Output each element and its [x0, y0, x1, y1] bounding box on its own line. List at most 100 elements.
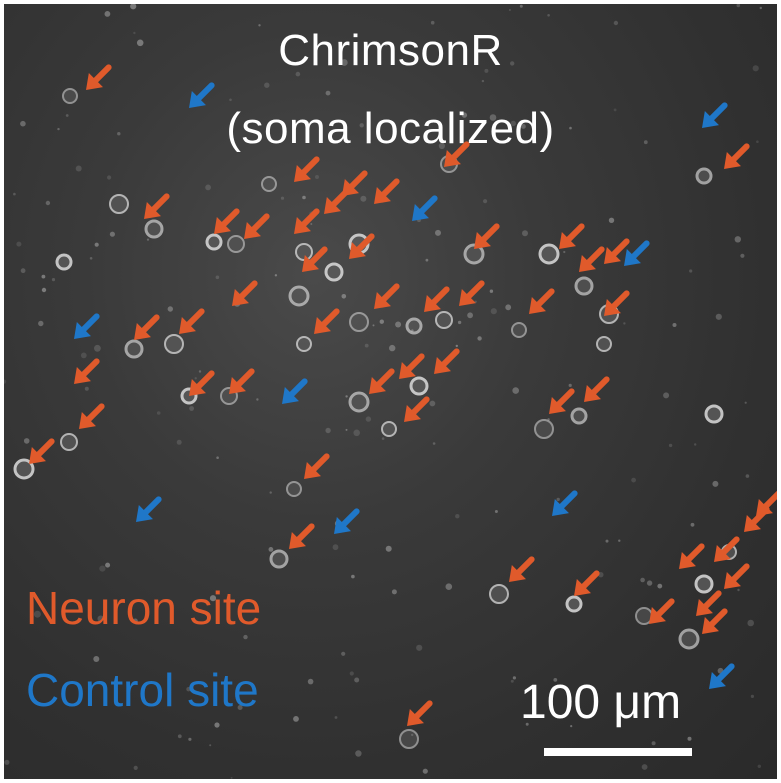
site-arrow: [724, 563, 750, 589]
speckle: [379, 319, 384, 324]
speckle: [494, 510, 498, 513]
microscopy-image: ChrimsonR (soma localized) Neuron site C…: [4, 4, 777, 779]
speckle: [359, 123, 364, 128]
site-arrow: [86, 64, 112, 90]
speckle: [489, 289, 494, 293]
site-arrow: [444, 141, 470, 167]
site-arrow: [696, 590, 722, 616]
speckle: [341, 294, 347, 299]
speckle: [229, 98, 232, 102]
soma-mark: [574, 276, 594, 296]
site-arrow: [584, 376, 610, 402]
figure-title: ChrimsonR: [278, 26, 503, 75]
site-arrow: [282, 378, 308, 404]
speckle: [315, 175, 319, 179]
soma-mark: [678, 628, 700, 650]
speckle: [133, 765, 138, 771]
legend-neuron-site: Neuron site: [26, 582, 262, 634]
site-arrow: [74, 313, 100, 339]
site-arrow: [459, 280, 485, 306]
soma-mark: [565, 595, 583, 613]
speckle: [345, 395, 348, 398]
site-arrow: [294, 156, 320, 182]
speckle: [689, 269, 693, 273]
speckle: [411, 733, 414, 737]
site-arrow: [74, 358, 100, 384]
site-arrow: [334, 508, 360, 534]
speckle: [663, 392, 670, 399]
speckle: [489, 114, 497, 121]
speckle: [389, 344, 396, 352]
speckle: [325, 427, 331, 434]
soma-mark: [489, 584, 509, 604]
speckle: [438, 142, 445, 150]
speckle: [295, 71, 301, 77]
speckle: [51, 278, 56, 282]
speckle: [455, 344, 458, 348]
site-arrow: [189, 370, 215, 396]
speckle: [690, 522, 695, 527]
speckle: [641, 764, 648, 770]
site-arrow: [144, 193, 170, 219]
site-arrow: [404, 396, 430, 422]
speckle: [756, 140, 759, 143]
site-arrow: [709, 663, 735, 689]
speckle: [176, 439, 182, 445]
speckle: [16, 241, 22, 247]
speckle: [613, 108, 617, 112]
speckle: [512, 387, 519, 394]
site-arrow: [434, 348, 460, 374]
soma-mark: [570, 407, 588, 425]
speckle: [75, 165, 82, 172]
speckle: [505, 304, 512, 311]
site-arrow: [369, 368, 395, 394]
speckle: [563, 250, 566, 254]
soma-mark: [463, 243, 485, 265]
site-arrow: [324, 188, 350, 214]
site-arrow: [574, 570, 600, 596]
speckle: [274, 274, 278, 277]
site-arrow: [552, 490, 578, 516]
site-arrow: [756, 490, 777, 516]
speckle: [89, 257, 93, 260]
site-arrow: [714, 536, 740, 562]
site-arrow: [294, 208, 320, 234]
figure-subtitle: (soma localized): [226, 104, 555, 153]
site-arrow: [79, 403, 105, 429]
speckle: [136, 39, 144, 47]
site-arrow: [509, 556, 535, 582]
speckle: [345, 428, 348, 431]
speckle: [734, 236, 741, 243]
speckle: [570, 725, 573, 728]
site-arrow: [232, 280, 258, 306]
speckle: [94, 344, 101, 352]
speckle: [694, 443, 697, 446]
site-arrow: [374, 178, 400, 204]
soma-mark: [261, 176, 277, 192]
speckle: [20, 120, 26, 127]
speckle: [146, 238, 150, 241]
speckle: [205, 184, 212, 191]
speckle: [230, 776, 233, 779]
speckle: [104, 11, 111, 17]
soma-mark: [164, 334, 184, 354]
speckle: [302, 195, 306, 200]
speckle: [510, 120, 516, 127]
speckle: [455, 514, 460, 519]
soma-mark: [13, 458, 35, 480]
site-arrow: [702, 102, 728, 128]
speckle: [510, 61, 515, 66]
site-arrow: [302, 246, 328, 272]
site-arrow: [559, 223, 585, 249]
soma-mark: [534, 419, 554, 439]
speckle: [94, 242, 99, 247]
speckle: [237, 705, 243, 710]
soma-mark: [227, 235, 245, 253]
speckle: [65, 114, 69, 117]
speckle: [325, 90, 331, 96]
soma-mark: [435, 311, 453, 329]
site-arrow: [579, 246, 605, 272]
speckle: [643, 140, 648, 145]
site-arrow: [679, 543, 705, 569]
speckle: [429, 400, 436, 407]
